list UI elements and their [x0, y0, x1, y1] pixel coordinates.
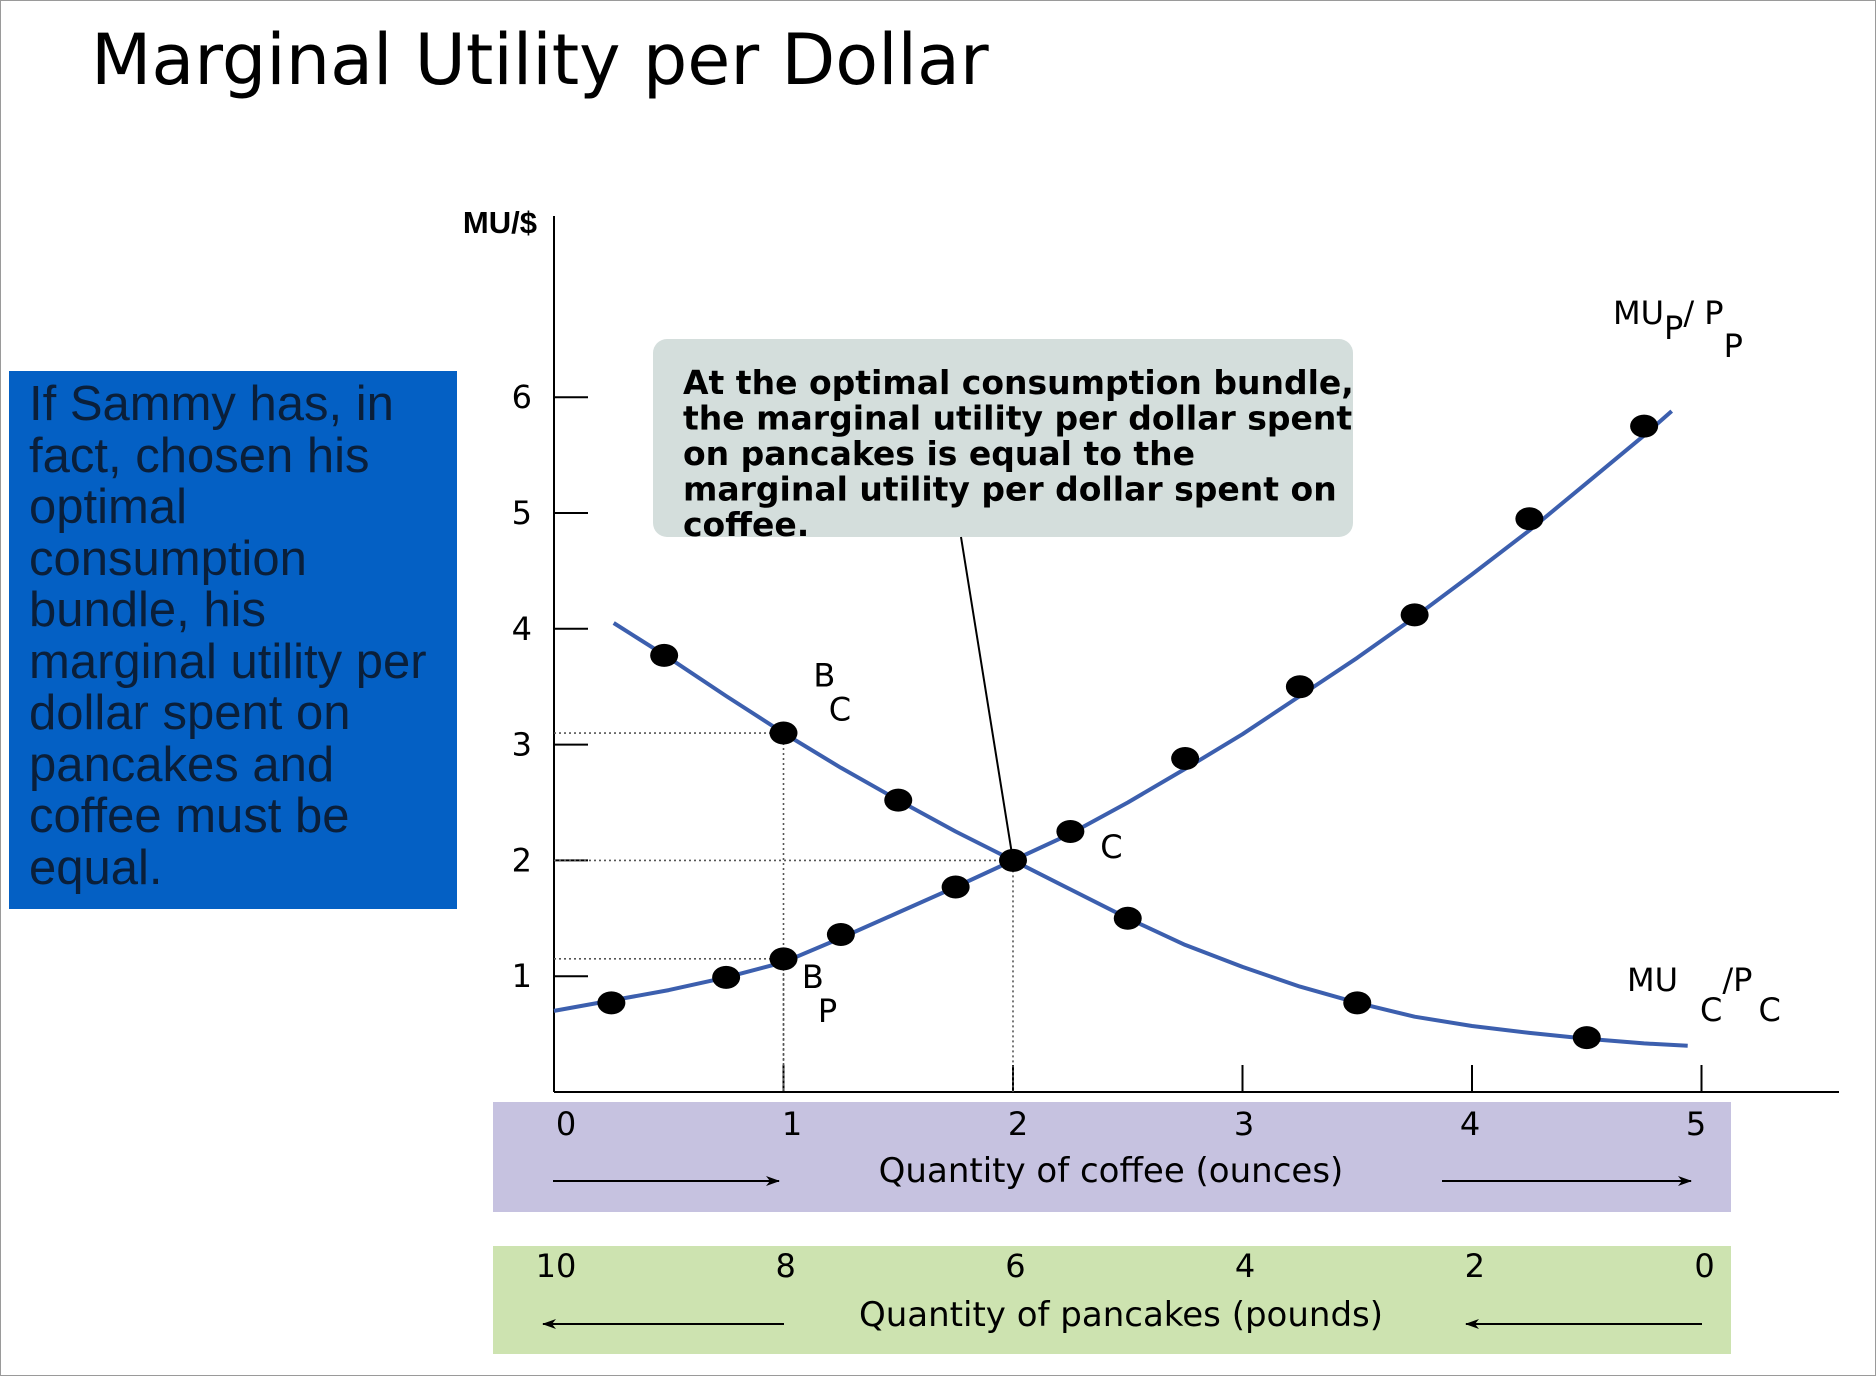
y-axis-label: MU/$	[463, 205, 537, 240]
coffee-tick-label-0: 0	[556, 1105, 576, 1143]
mup-pp-label: MUP/ PP	[1613, 294, 1743, 365]
data-point-coffee-6	[1572, 1026, 1601, 1050]
data-point-pancake-4	[941, 875, 970, 899]
pancake-tick-label-4: 4	[1235, 1247, 1255, 1285]
callout-line-3: marginal utility per dollar spent on	[683, 470, 1337, 509]
data-point-pancake-5	[1056, 819, 1085, 843]
callout-line-2: on pancakes is equal to the	[683, 434, 1195, 473]
curve-mup-pp	[553, 409, 1674, 1013]
data-point-pancake-8	[1400, 603, 1429, 627]
coffee-tick-label-3: 3	[1234, 1105, 1254, 1143]
coffee-tick-label-1: 1	[782, 1105, 802, 1143]
callout-text: At the optimal consumption bundle,the ma…	[683, 363, 1354, 544]
y-tick-label-4: 4	[512, 610, 532, 648]
data-point-coffee-2	[884, 788, 913, 812]
x-ticks: 0 1 2 3 4 5 10 8 6 4 2 0	[536, 1065, 1715, 1285]
data-point-coffee-1	[769, 721, 798, 745]
note-text: If Sammy has, in fact, chosen his optima…	[29, 377, 427, 895]
data-points	[597, 414, 1659, 1050]
callout-line-4: coffee.	[683, 505, 809, 544]
data-point-pancake-6	[1171, 746, 1200, 770]
data-point-pancake-2	[769, 947, 798, 971]
coffee-axis-band	[493, 1102, 1731, 1212]
note-box: If Sammy has, in fact, chosen his optima…	[9, 371, 457, 909]
y-tick-label-2: 2	[512, 841, 532, 879]
data-point-pancake-7	[1285, 675, 1314, 699]
coffee-tick-label-4: 4	[1460, 1105, 1480, 1143]
callout-box	[653, 339, 1353, 537]
data-point-coffee-0	[650, 643, 679, 667]
data-point-pancake-3	[826, 923, 855, 947]
data-point-coffee-5	[1343, 991, 1372, 1015]
y-tick-label-6: 6	[512, 378, 532, 416]
muc-pc-label: MUC/PC	[1627, 961, 1781, 1029]
point-annotations: B C B P C	[802, 657, 1123, 1030]
data-point-pancake-1	[712, 965, 741, 989]
data-point-coffee-3	[999, 848, 1027, 872]
pancake-tick-label-6: 6	[1005, 1247, 1025, 1285]
curve-muc-pc	[612, 621, 1688, 1048]
data-point-pancake-0	[597, 991, 626, 1015]
coffee-axis-label: Quantity of coffee (ounces)	[879, 1151, 1344, 1191]
data-point-pancake-9	[1515, 507, 1544, 531]
pancake-tick-label-10: 10	[536, 1247, 577, 1285]
annotation-2: C	[1100, 828, 1122, 866]
data-point-coffee-4	[1113, 906, 1142, 930]
slide-title: Marginal Utility per Dollar	[91, 19, 989, 101]
y-ticks: 1 2 3 4 5 6	[512, 378, 588, 995]
callout-line-1: the marginal utility per dollar spent	[683, 399, 1352, 438]
guide-lines	[554, 732, 1014, 1092]
data-point-pancake-10	[1630, 414, 1659, 438]
pancake-tick-label-2: 2	[1465, 1247, 1485, 1285]
coffee-tick-label-2: 2	[1008, 1105, 1028, 1143]
pancake-axis-band	[493, 1246, 1731, 1354]
callout-leader	[960, 536, 1014, 861]
y-tick-label-5: 5	[512, 494, 532, 532]
pancake-axis-label: Quantity of pancakes (pounds)	[859, 1295, 1383, 1335]
callout-line-0: At the optimal consumption bundle,	[683, 363, 1354, 402]
y-tick-label-3: 3	[512, 726, 532, 764]
coffee-tick-label-5: 5	[1686, 1105, 1706, 1143]
pancake-tick-label-0: 0	[1694, 1247, 1714, 1285]
pancake-tick-label-8: 8	[776, 1247, 796, 1285]
y-tick-label-1: 1	[512, 957, 532, 995]
